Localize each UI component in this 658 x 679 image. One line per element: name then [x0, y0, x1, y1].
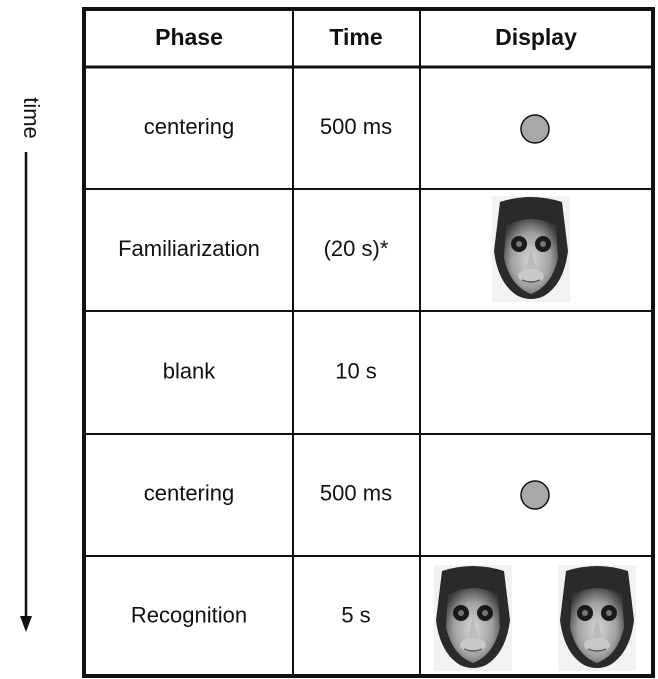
phase-cell: centering — [144, 481, 235, 506]
phase-cell: centering — [144, 114, 235, 139]
header-cell: Time — [329, 24, 382, 50]
header-cell: Phase — [155, 24, 223, 50]
phase-cell: Familiarization — [118, 236, 260, 261]
table-border — [82, 7, 655, 678]
header-cell: Display — [495, 24, 577, 50]
time-cell: 5 s — [341, 603, 370, 628]
cells: Phase Time Display centering 500 ms Familiari… — [118, 24, 577, 628]
time-cell: 10 s — [335, 358, 377, 383]
centering-dot — [520, 480, 550, 510]
time-cell: (20 s)* — [324, 236, 389, 261]
phase-cell: blank — [163, 358, 217, 383]
time-label: time — [19, 97, 44, 139]
table — [82, 7, 655, 678]
face-image — [558, 565, 636, 671]
face-image — [434, 565, 512, 671]
arrow-head — [20, 616, 32, 632]
centering-dot — [520, 114, 550, 144]
time-cell: 500 ms — [320, 114, 392, 139]
face-image — [492, 196, 570, 302]
time-cell: 500 ms — [320, 481, 392, 506]
phase-cell: Recognition — [131, 603, 247, 628]
